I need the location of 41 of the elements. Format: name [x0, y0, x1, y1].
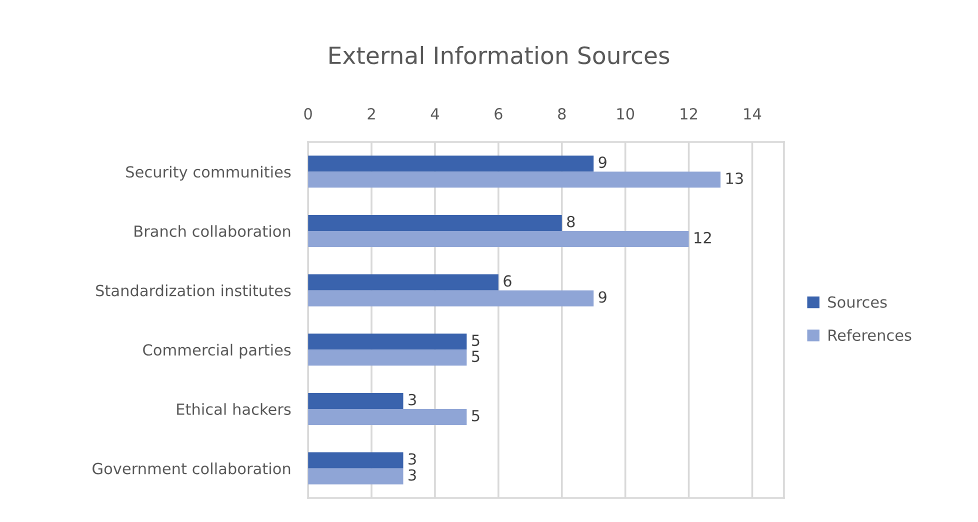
y-tick-label: Commercial parties — [143, 344, 291, 359]
data-label: 13 — [726, 172, 743, 184]
x-tick-label: 6 — [494, 108, 502, 120]
x-tick-label: 0 — [304, 108, 312, 120]
y-tick-label: Security communities — [126, 166, 291, 181]
chart-title: External Information Sources — [330, 46, 670, 64]
x-tick-label: 2 — [368, 108, 375, 120]
x-tick-label: 14 — [744, 108, 762, 120]
bar — [308, 392, 404, 409]
legend-label: References — [828, 329, 912, 341]
bar — [308, 334, 467, 350]
bar — [308, 214, 562, 231]
data-label: 8 — [567, 216, 575, 228]
data-label: 3 — [408, 469, 416, 481]
data-label: 3 — [408, 394, 416, 406]
x-tick-label: 4 — [430, 108, 439, 120]
bar — [308, 452, 404, 468]
data-label: 5 — [472, 410, 480, 422]
data-label: 5 — [472, 334, 480, 346]
x-tick-label: 10 — [617, 108, 634, 120]
data-label: 9 — [598, 156, 606, 168]
bar — [308, 156, 594, 172]
bar — [308, 274, 498, 290]
bar — [308, 350, 467, 366]
data-label: 9 — [598, 291, 606, 303]
legend-label: Sources — [828, 296, 887, 308]
data-label: 6 — [504, 275, 512, 287]
y-tick-label: Ethical hackers — [177, 403, 291, 416]
bar — [308, 172, 721, 188]
y-tick-label: Government collaboration — [92, 462, 290, 474]
y-tick-label: Standardization institutes — [96, 284, 291, 296]
data-label: 5 — [472, 350, 480, 362]
bar — [308, 468, 404, 484]
x-tick-label: 12 — [680, 108, 697, 120]
bar — [308, 230, 689, 248]
y-tick-label: Branch collaboration — [134, 225, 290, 238]
bar — [308, 290, 594, 306]
x-tick-label: 8 — [558, 108, 566, 120]
bar — [308, 408, 467, 426]
data-label: 12 — [694, 232, 711, 244]
data-label: 3 — [408, 453, 416, 465]
